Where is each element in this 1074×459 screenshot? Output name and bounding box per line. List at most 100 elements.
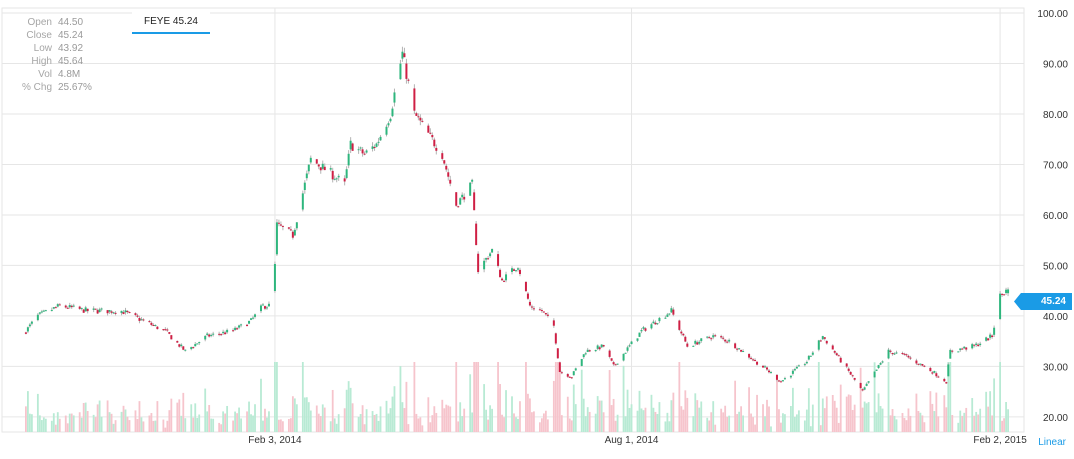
candle-body	[240, 324, 243, 326]
candle-body	[720, 336, 723, 338]
candle-body	[238, 325, 241, 328]
candle-body	[70, 305, 73, 308]
volume-bar	[220, 424, 223, 432]
candle-body	[514, 270, 517, 272]
volume-bar	[276, 362, 278, 432]
candle-body	[803, 364, 806, 366]
candle-body	[30, 321, 33, 324]
ticker-legend[interactable]: FEYE 45.24	[132, 12, 210, 34]
volume-bar	[497, 362, 499, 432]
volume-bar	[232, 420, 234, 432]
plot-border	[1, 7, 1025, 433]
candle-body	[54, 307, 57, 309]
candle-body	[518, 269, 521, 275]
candle-body	[580, 358, 583, 366]
candle-body	[895, 352, 898, 354]
info-value: 45.24	[58, 30, 84, 41]
candle-body	[176, 340, 179, 343]
y-tick-label: 100.00	[1037, 9, 1068, 20]
volume-bar	[289, 418, 292, 432]
volume-bar	[357, 416, 360, 432]
candle-body	[965, 347, 968, 350]
candle-body	[622, 353, 625, 361]
candle-body	[461, 194, 464, 198]
candle-body	[845, 363, 848, 367]
volume-bar	[491, 408, 493, 432]
candle-body	[148, 321, 151, 323]
volume-bar	[811, 404, 814, 432]
volume-bar	[208, 404, 211, 432]
volume-bar	[542, 413, 545, 432]
volume-bar	[373, 415, 376, 432]
candle-body	[512, 269, 515, 271]
volume-bar	[248, 401, 250, 432]
candle-body	[817, 340, 820, 350]
x-tick-label: Feb 3, 2014	[248, 435, 302, 446]
candle-body	[596, 345, 599, 349]
candle-body	[351, 143, 354, 151]
volume-bar	[315, 405, 318, 432]
volume-bar	[505, 390, 507, 432]
candle-body	[654, 322, 657, 325]
volume-bar	[762, 404, 764, 432]
volume-bar	[190, 404, 193, 432]
candle-body	[540, 310, 543, 312]
volume-bar	[349, 387, 352, 432]
candle-body	[142, 319, 145, 321]
volume-bar	[106, 400, 109, 432]
volume-bar	[698, 407, 701, 432]
volume-bar	[511, 396, 513, 432]
volume-bar	[558, 362, 561, 432]
candle-body	[457, 206, 460, 208]
candle-body	[232, 330, 235, 332]
volume-bar	[819, 425, 822, 432]
volume-bars	[25, 362, 1009, 432]
volume-bar	[853, 404, 856, 432]
info-value: 45.64	[58, 56, 84, 67]
volume-bar	[865, 403, 868, 432]
volume-bar	[971, 398, 974, 432]
volume-bar	[658, 402, 661, 432]
volume-bar	[642, 410, 645, 432]
candle-body	[447, 172, 450, 177]
volume-bar	[44, 418, 47, 432]
candle-body	[554, 333, 557, 344]
candle-body	[455, 192, 458, 206]
candle-body	[612, 362, 615, 365]
volume-bar	[895, 419, 898, 432]
volume-bar	[268, 411, 270, 432]
volume-bar	[401, 402, 404, 432]
volume-bar	[845, 396, 848, 432]
volume-bar	[628, 407, 631, 432]
candle-body	[752, 359, 755, 361]
candle-body	[574, 368, 577, 371]
candle-body	[692, 345, 695, 347]
candle-body	[905, 354, 908, 356]
scale-toggle[interactable]: Linear	[1038, 437, 1066, 448]
volume-bar	[212, 418, 215, 432]
volume-bar	[891, 409, 894, 432]
candle-body	[907, 355, 910, 358]
candle-body	[903, 353, 906, 355]
grid	[1, 7, 1025, 433]
candle-body	[287, 227, 290, 229]
volume-bar	[672, 392, 675, 432]
candle-body	[538, 309, 541, 311]
candle-body	[407, 79, 410, 81]
volume-bar	[574, 404, 577, 432]
volume-bar	[556, 362, 559, 432]
volume-bar	[421, 425, 424, 432]
info-label: High	[31, 56, 52, 67]
candle-body	[971, 344, 974, 349]
volume-bar	[128, 420, 131, 432]
candle-body	[873, 371, 876, 378]
candle-body	[40, 311, 43, 313]
candle-body	[666, 314, 669, 317]
volume-bar	[722, 412, 725, 432]
volume-bar	[112, 423, 115, 432]
candle-body	[136, 315, 139, 317]
volume-bar	[319, 416, 322, 432]
volume-bar	[280, 419, 282, 432]
